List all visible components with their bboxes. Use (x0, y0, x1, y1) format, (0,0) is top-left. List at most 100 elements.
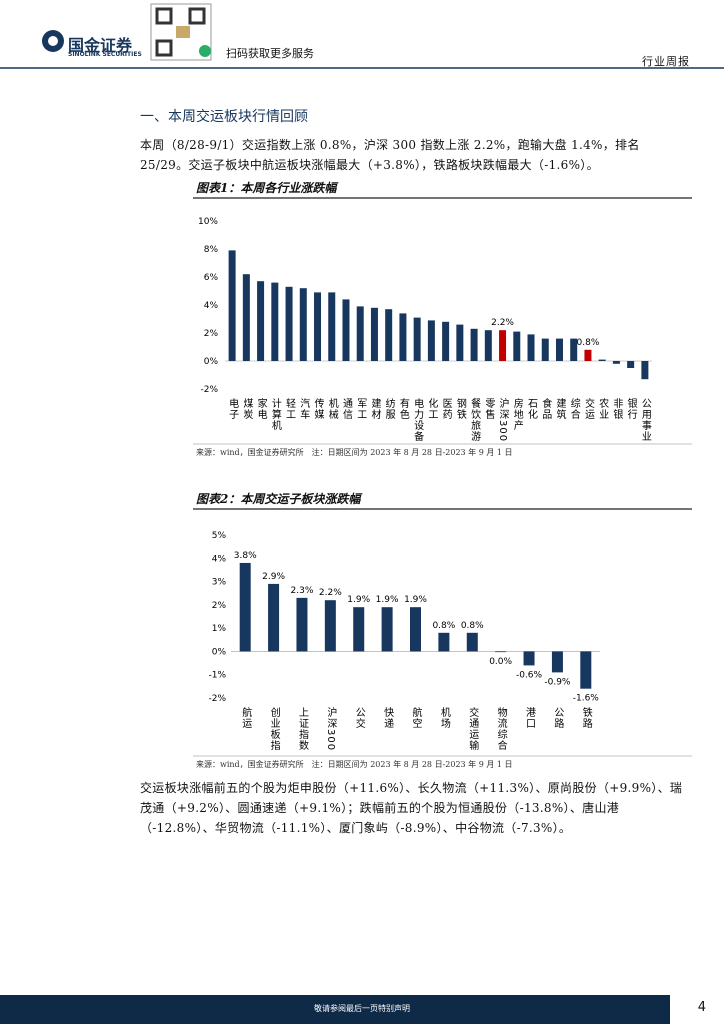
bar (328, 292, 336, 361)
bar (413, 317, 421, 361)
bar (442, 321, 450, 361)
bar (541, 338, 549, 361)
bar (466, 632, 478, 652)
x-tick-label: 医药 (440, 398, 452, 420)
value-label: 2.2% (319, 588, 342, 598)
company-en: SINOLINK SECURITIES (68, 51, 142, 58)
x-tick-label: 物流综合 (495, 706, 507, 751)
figure-title: 图表1：本周各行业涨跌幅 (196, 181, 337, 195)
bar (228, 250, 236, 361)
bar (580, 651, 592, 689)
page-number: 4 (697, 1000, 706, 1015)
bar (342, 299, 350, 361)
y-tick-label: -2% (208, 694, 226, 704)
wechat-icon (199, 45, 211, 57)
y-tick-label: 8% (204, 245, 219, 255)
x-tick-label: 上证指数 (296, 707, 308, 751)
bar (495, 651, 507, 653)
bar (484, 330, 492, 361)
x-tick-label: 纺服 (383, 397, 395, 420)
x-tick-label: 电力设备 (412, 397, 424, 442)
bar (513, 331, 521, 361)
bar (268, 583, 280, 652)
value-label: 0.8% (461, 621, 484, 631)
y-tick-label: 1% (212, 624, 227, 634)
y-tick-label: -1% (208, 671, 226, 681)
bar (456, 324, 464, 361)
x-tick-label: 公用事业 (639, 398, 651, 442)
footer-bar (0, 995, 724, 1024)
x-tick-label: 有色 (397, 397, 409, 420)
x-tick-label: 航空 (410, 706, 422, 729)
bar (296, 597, 308, 652)
x-tick-label: 航运 (240, 706, 252, 729)
qr-corner (155, 39, 173, 57)
x-tick-label: 公路 (552, 707, 564, 729)
section-title: 一、本周交运板块行情回顾 (140, 109, 308, 125)
value-label: 2.3% (291, 586, 314, 596)
x-tick-label: 机场 (438, 706, 450, 729)
bar (410, 607, 421, 652)
x-tick-label: 计算机 (269, 397, 281, 431)
qr-corner (188, 7, 206, 25)
bar (612, 361, 620, 364)
x-tick-label: 通信 (340, 398, 352, 420)
y-tick-label: 0% (204, 357, 219, 367)
x-tick-label: 创业板指 (268, 706, 280, 751)
x-tick-label: 银行 (625, 397, 637, 420)
x-tick-label: 家电 (255, 397, 267, 420)
x-tick-label: 电子 (227, 397, 239, 420)
bar (370, 307, 378, 361)
y-tick-label: 5% (212, 531, 227, 541)
y-tick-label: 2% (204, 329, 219, 339)
qr-corner (155, 7, 173, 25)
x-tick-label: 农业 (597, 397, 609, 420)
bar (499, 330, 507, 361)
bar (324, 600, 336, 652)
figure-title: 图表2：本周交运子板块涨跌幅 (196, 492, 361, 506)
footer-disclaimer: 敬请参阅最后一页特别声明 (314, 1004, 410, 1013)
x-tick-label: 机械 (326, 397, 338, 420)
qr-caption: 扫码获取更多服务 (226, 47, 314, 60)
bar (314, 292, 322, 361)
bar (285, 286, 293, 361)
bar (257, 281, 265, 361)
x-tick-label: 房地产 (511, 397, 523, 431)
paragraph: 交运板块涨幅前五的个股为炬申股份（+11.6%）、长久物流（+11.3%）、原尚… (140, 781, 683, 835)
y-tick-label: 0% (212, 647, 227, 657)
x-tick-label: 传媒 (312, 398, 324, 420)
charts: -2% 0% 2% 4% 6% 8% 10% 电子 煤炭 家电 计算机 轻工 汽车 传媒 机械 通信 军工 建材纺… (198, 217, 652, 751)
y-tick-label: 6% (204, 273, 219, 283)
value-label: -1.6% (573, 694, 600, 704)
y-tick-label: 10% (198, 217, 218, 227)
figure-source: 来源：wind，国金证券研究所 注：日期区间为 2023 年 8 月 28 日-… (196, 448, 513, 457)
x-tick-label: 煤炭 (241, 397, 253, 420)
x-tick-label: 建材 (369, 397, 381, 420)
value-label: 0.8% (577, 338, 600, 348)
bar (242, 274, 250, 361)
x-tick-label: 零售 (483, 398, 495, 420)
bar (239, 562, 251, 652)
bar (584, 349, 592, 361)
x-tick-label: 交通运输 (467, 706, 479, 751)
bar (627, 361, 635, 368)
x-tick-label: 建筑 (554, 397, 566, 420)
bar (641, 361, 649, 380)
x-tick-label: 非银 (611, 398, 623, 420)
y-tick-label: 2% (212, 601, 227, 611)
value-label: 1.9% (404, 595, 427, 605)
bar (399, 313, 407, 361)
company-name: 国金证券 (68, 36, 133, 55)
value-label: 2.9% (262, 572, 285, 582)
x-tick-label: 铁路 (580, 706, 592, 729)
x-tick-label: 交运 (582, 397, 594, 420)
value-label: 0.8% (432, 621, 455, 631)
y-tick-label: 3% (212, 578, 227, 588)
x-tick-label: 轻工 (284, 397, 296, 420)
bar (470, 328, 478, 361)
x-tick-label: 钢铁 (454, 397, 466, 420)
value-label: -0.9% (544, 677, 571, 687)
x-tick-label: 汽车 (298, 397, 310, 420)
